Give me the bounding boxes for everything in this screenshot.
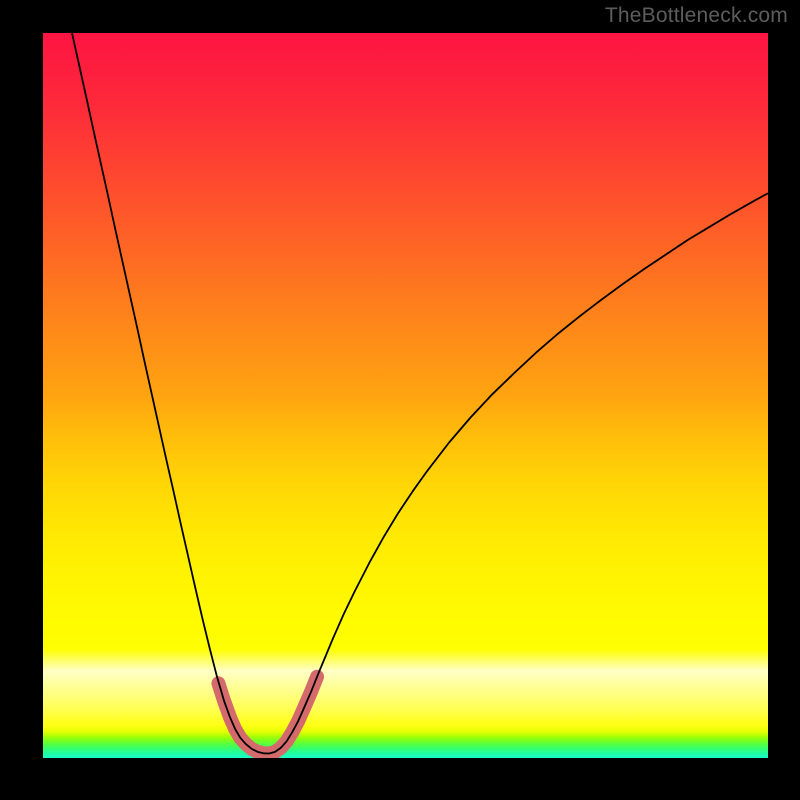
watermark-label: TheBottleneck.com <box>605 4 788 28</box>
highlight-curve <box>218 677 317 754</box>
plot-svg <box>43 33 768 758</box>
main-curve <box>72 33 768 754</box>
plot-area <box>43 33 768 758</box>
